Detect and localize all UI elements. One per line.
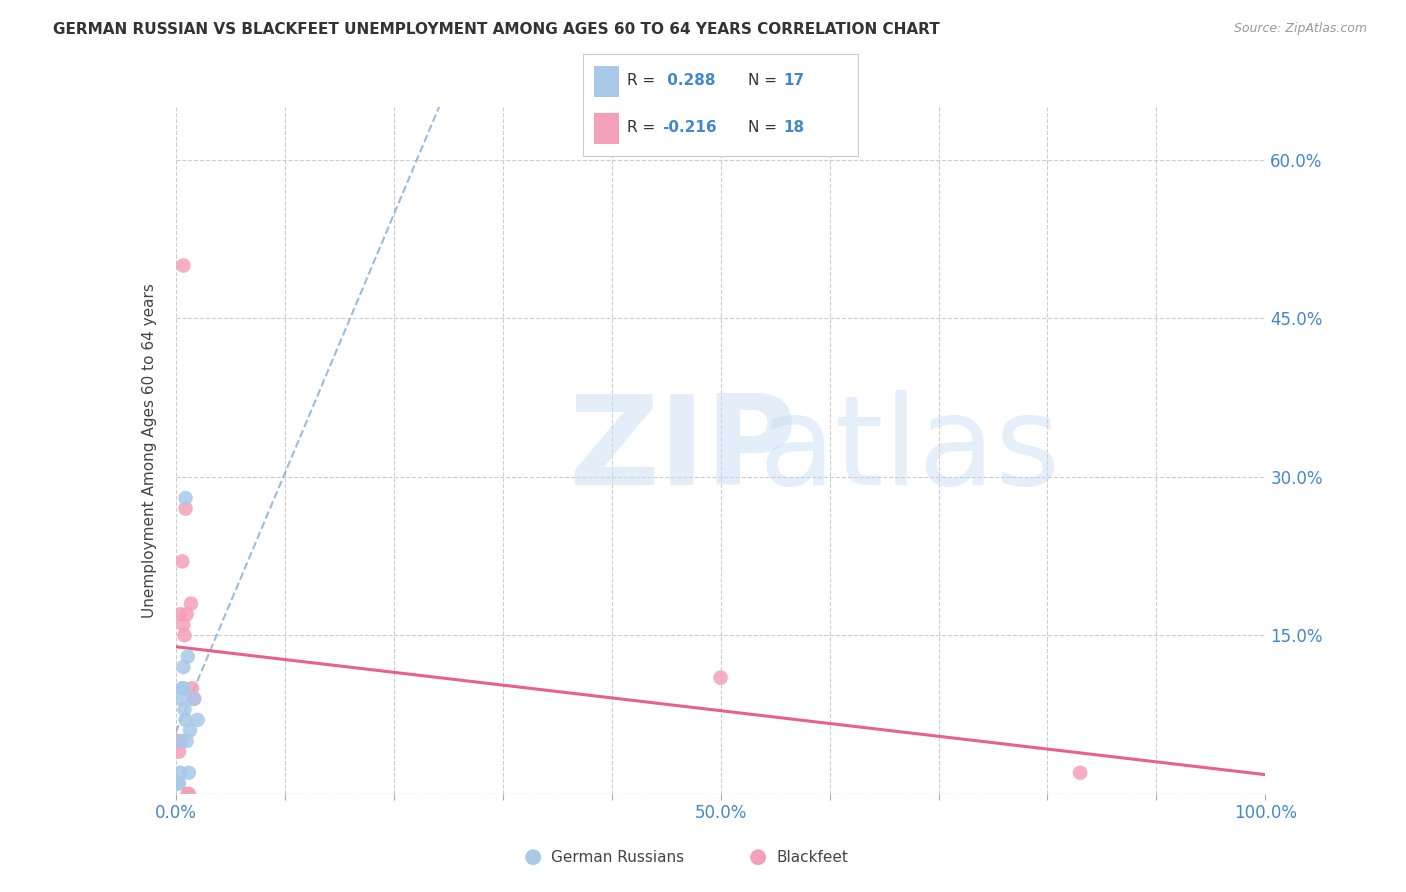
Point [172,681,194,696]
Point [183,691,205,706]
Point [166,734,188,748]
Point [170,734,193,748]
Text: -0.216: -0.216 [662,120,716,136]
Point [172,554,194,568]
Point [710,671,733,685]
Point [170,734,193,748]
FancyBboxPatch shape [595,66,619,96]
Point [174,713,197,727]
Point [186,713,209,727]
Text: 17: 17 [783,73,804,88]
Point [172,681,194,696]
Text: 0.288: 0.288 [662,73,716,88]
Text: 18: 18 [783,120,804,136]
Point [167,745,190,759]
Point [181,691,204,706]
Point [172,617,194,632]
Point [169,607,191,622]
Text: atlas: atlas [759,390,1062,511]
Text: N =: N = [748,73,782,88]
Point [176,734,198,748]
Point [167,776,190,790]
Point [169,765,191,780]
Text: N =: N = [748,120,782,136]
Point [172,259,194,273]
Point [177,649,200,664]
Point [179,723,201,738]
Text: GERMAN RUSSIAN VS BLACKFEET UNEMPLOYMENT AMONG AGES 60 TO 64 YEARS CORRELATION C: GERMAN RUSSIAN VS BLACKFEET UNEMPLOYMENT… [53,22,941,37]
Point [167,734,190,748]
Point [181,681,204,696]
Y-axis label: Unemployment Among Ages 60 to 64 years: Unemployment Among Ages 60 to 64 years [142,283,157,618]
Text: R =: R = [627,120,661,136]
Point [522,850,544,864]
Point [173,628,195,642]
Point [173,702,195,716]
Text: Source: ZipAtlas.com: Source: ZipAtlas.com [1233,22,1367,36]
Point [174,491,197,505]
Point [747,850,769,864]
Point [177,787,200,801]
Point [1069,765,1091,780]
Point [170,691,193,706]
FancyBboxPatch shape [595,113,619,144]
Text: German Russians: German Russians [551,850,685,864]
Point [167,776,190,790]
Text: R =: R = [627,73,661,88]
Point [177,765,200,780]
Point [180,597,202,611]
Text: ZIP: ZIP [568,390,797,511]
Text: Blackfeet: Blackfeet [776,850,848,864]
Point [177,787,200,801]
Point [176,607,198,622]
Point [172,660,194,674]
Point [174,501,197,516]
